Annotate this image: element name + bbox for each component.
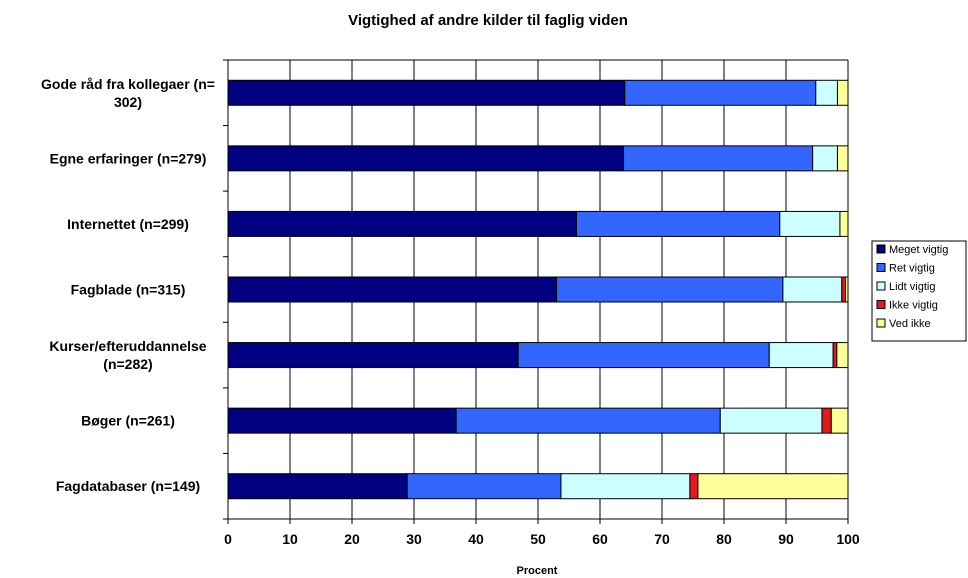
category-label-1: Egne erfaringer (n=279) [50,150,207,166]
bar-segment-6-1 [407,474,561,499]
category-label-line: Internettet (n=299) [67,216,189,232]
x-tick-label-50: 50 [530,531,546,547]
category-label-5: Bøger (n=261) [81,413,175,429]
legend-swatch-1 [877,264,885,272]
x-tick-label-10: 10 [282,531,298,547]
x-tick-label-30: 30 [406,531,422,547]
category-label-2: Internettet (n=299) [67,216,189,232]
bar-segment-4-4 [837,343,848,368]
category-label-line: Egne erfaringer (n=279) [50,150,207,166]
bar-segment-2-4 [840,211,848,236]
x-axis-title: Procent [517,565,558,577]
bar-segment-2-2 [780,211,840,236]
bar-segment-2-0 [228,211,576,236]
bar-segment-4-0 [228,343,518,368]
bar-segment-1-2 [813,146,838,171]
legend-swatch-4 [877,319,885,327]
bar-segment-5-1 [456,408,720,433]
legend-label-2: Lidt vigtig [889,281,935,293]
bar-segment-3-0 [228,277,557,302]
legend-swatch-2 [877,282,885,290]
bar-segment-0-4 [837,80,848,105]
bar-segment-5-0 [228,408,456,433]
bar-segment-3-1 [557,277,783,302]
legend-label-0: Meget vigtig [889,244,948,256]
bar-segment-5-3 [822,408,831,433]
bar-segment-5-4 [831,408,848,433]
category-label-line: (n=282) [103,356,152,372]
category-label-4: Kurser/efteruddannelse (n=282) [49,338,206,372]
x-tick-labels: 0 10 20 30 40 50 60 70 80 90 100 [224,531,860,547]
x-tick-label-70: 70 [654,531,670,547]
category-label-line: Gode råd fra kollegaer (n= [41,76,215,92]
bar-segment-6-2 [561,474,690,499]
bar-segment-6-0 [228,474,407,499]
bar-segment-6-4 [698,474,848,499]
bar-segment-1-4 [837,146,848,171]
x-tick-label-100: 100 [836,531,860,547]
bar-segment-1-0 [228,146,624,171]
category-label-line: Bøger (n=261) [81,413,175,429]
bar-segment-0-2 [816,80,838,105]
bar-segment-4-1 [518,343,769,368]
x-tick-label-90: 90 [778,531,794,547]
chart-title: Vigtighed af andre kilder til faglig vid… [348,12,628,29]
x-tick-label-60: 60 [592,531,608,547]
bar-segment-3-3 [842,277,846,302]
category-label-line: Fagblade (n=315) [71,282,186,298]
bar-segment-5-2 [720,408,822,433]
legend-swatch-3 [877,301,885,309]
legend-label-4: Ved ikke [889,318,931,330]
x-tick-label-40: 40 [468,531,484,547]
x-tick-label-20: 20 [344,531,360,547]
category-label-line: 302) [114,94,142,110]
category-labels: Gode råd fra kollegaer (n= 302) Egne erfar… [41,76,215,494]
category-label-line: Kurser/efteruddannelse [49,338,206,354]
bar-segment-0-1 [625,80,816,105]
bar-segment-0-0 [228,80,625,105]
bar-segment-4-2 [769,343,833,368]
category-label-0: Gode råd fra kollegaer (n= 302) [41,76,215,110]
legend-swatch-0 [877,245,885,253]
legend: Meget vigtig Ret vigtig Lidt vigtig Ikke vi… [872,241,966,341]
bar-segment-4-3 [833,343,837,368]
x-tick-label-80: 80 [716,531,732,547]
category-label-line: Fagdatabaser (n=149) [56,478,200,494]
legend-label-3: Ikke vigtig [889,300,938,312]
legend-label-1: Ret vigtig [889,263,935,275]
category-label-3: Fagblade (n=315) [71,282,186,298]
bar-segment-3-2 [783,277,842,302]
bar-segment-1-1 [624,146,813,171]
category-label-6: Fagdatabaser (n=149) [56,478,200,494]
bar-segment-2-1 [576,211,779,236]
x-tick-label-0: 0 [224,531,232,547]
bar-segment-3-4 [846,277,848,302]
bar-segment-6-3 [690,474,698,499]
